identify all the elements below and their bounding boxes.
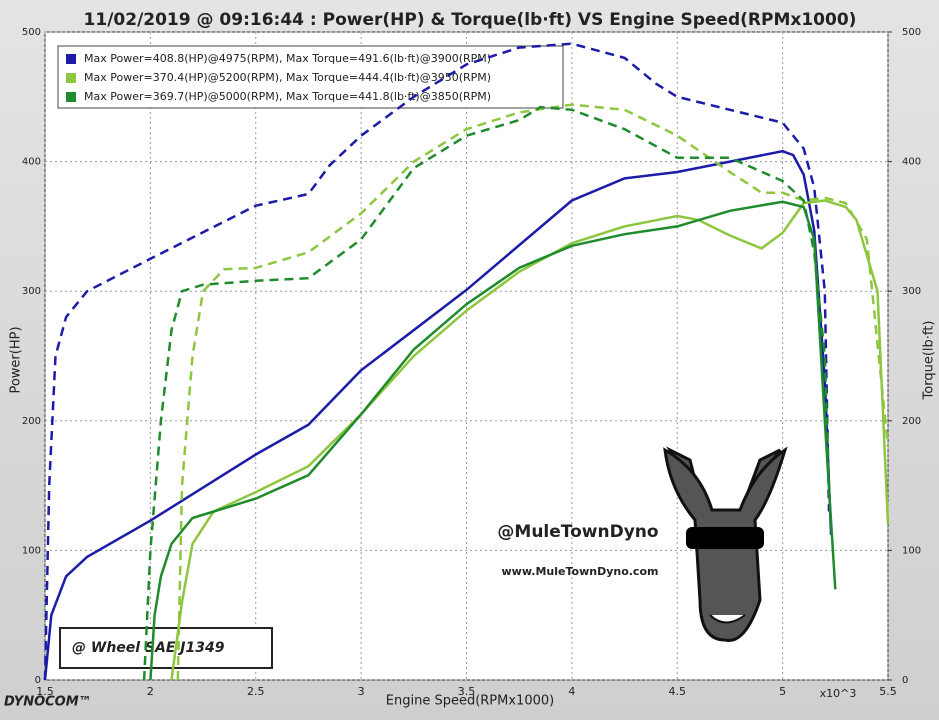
y-tick-label: 100	[22, 545, 41, 556]
torque-line	[176, 103, 890, 681]
x-tick-label: 1.5	[36, 685, 54, 698]
annotation: @MuleTownDyno	[497, 522, 658, 542]
y-tick-label: 0	[35, 675, 41, 686]
legend-swatch	[66, 92, 76, 102]
y-tick-label: 200	[22, 416, 41, 427]
mascot	[663, 446, 788, 642]
legend-swatch	[66, 73, 76, 83]
y-tick-label: 500	[22, 27, 41, 38]
x-tick-label: 2	[147, 685, 154, 698]
x-tick-label: 3	[358, 685, 365, 698]
torque-line	[142, 105, 831, 681]
torque-line	[43, 42, 831, 681]
legend-swatch	[66, 54, 76, 64]
legend-label: Max Power=370.4(HP)@5200(RPM), Max Torqu…	[84, 71, 491, 84]
x-tick-label: 5.5	[879, 685, 897, 698]
legend: Max Power=408.8(HP)@4975(RPM), Max Torqu…	[57, 45, 564, 109]
annotation: www.MuleTownDyno.com	[502, 565, 659, 578]
y2-tick-label: 0	[902, 675, 908, 686]
legend-label: Max Power=408.8(HP)@4975(RPM), Max Torqu…	[84, 52, 491, 65]
y2-axis-label: Torque(lb·ft)	[922, 321, 937, 401]
x-tick-label: 4.5	[669, 685, 687, 698]
y2-tick-label: 100	[902, 545, 921, 556]
x-axis-label: Engine Speed(RPMx1000)	[386, 694, 554, 709]
y2-tick-label: 300	[902, 286, 921, 297]
x-tick-label: 4	[568, 685, 575, 698]
x-tick-label: 2.5	[247, 685, 265, 698]
y2-tick-label: 400	[902, 157, 921, 168]
legend-box	[57, 45, 564, 109]
x-unit: x10^3	[820, 687, 857, 700]
annotation: @ Wheel SAE J1349	[72, 640, 225, 656]
y-tick-label: 400	[22, 157, 41, 168]
x-tick-label: 5	[779, 685, 786, 698]
power-line	[43, 149, 833, 681]
legend-label: Max Power=369.7(HP)@5000(RPM), Max Torqu…	[84, 90, 491, 103]
power-line	[149, 200, 837, 681]
y-tick-label: 300	[22, 286, 41, 297]
chart-title: 11/02/2019 @ 09:16:44 : Power(HP) & Torq…	[84, 10, 857, 30]
annotation-box	[59, 627, 273, 669]
x-tick-label: 3.5	[458, 685, 476, 698]
y2-tick-label: 200	[902, 416, 921, 427]
power-line	[170, 199, 890, 681]
y-axis-label: Power(HP)	[9, 326, 24, 393]
y2-tick-label: 500	[902, 27, 921, 38]
brand: DYNOCOM™	[4, 695, 92, 710]
